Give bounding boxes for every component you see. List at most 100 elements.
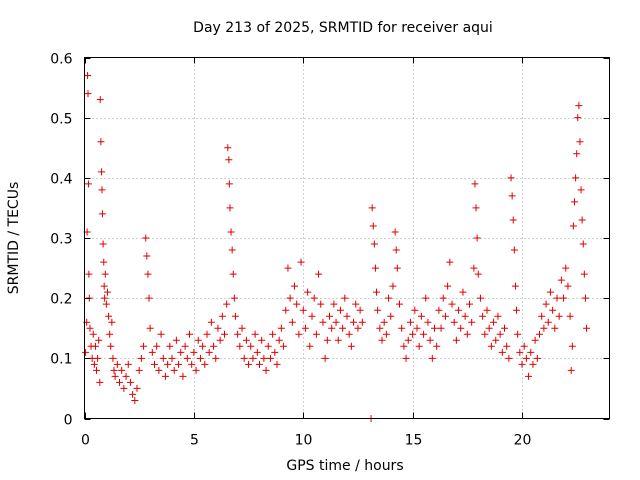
data-point	[224, 144, 232, 152]
data-point	[266, 354, 274, 362]
data-point	[426, 336, 434, 344]
data-point	[212, 354, 220, 362]
data-point	[293, 300, 301, 308]
data-point	[210, 342, 218, 350]
data-point	[398, 324, 406, 332]
data-point	[145, 294, 153, 302]
data-point	[568, 342, 576, 350]
data-point	[262, 366, 270, 374]
data-point	[575, 102, 583, 110]
data-point	[207, 318, 215, 326]
data-point	[540, 324, 548, 332]
x-tick-label: 5	[190, 433, 199, 449]
data-point	[374, 306, 382, 314]
data-point	[431, 324, 438, 332]
data-point	[251, 330, 259, 338]
data-point	[269, 330, 277, 338]
data-point	[286, 294, 294, 302]
data-point	[196, 354, 204, 362]
data-point	[107, 342, 115, 350]
data-point	[100, 258, 108, 266]
data-point	[525, 372, 533, 380]
data-point	[369, 222, 377, 230]
data-point	[520, 342, 528, 350]
data-point	[396, 300, 403, 308]
data-point	[95, 336, 103, 344]
data-point	[371, 264, 379, 272]
data-point	[84, 180, 92, 188]
data-point	[334, 336, 342, 344]
data-point	[494, 312, 502, 320]
x-tick-label: 0	[81, 433, 90, 449]
data-point	[143, 252, 151, 260]
data-point	[284, 264, 292, 272]
data-point	[144, 270, 152, 278]
data-point	[531, 336, 539, 344]
data-point	[295, 330, 303, 338]
data-point	[234, 330, 242, 338]
data-point	[84, 90, 92, 98]
data-point	[498, 348, 506, 356]
data-point	[424, 318, 432, 326]
data-point	[124, 360, 132, 368]
data-point	[146, 324, 154, 332]
data-point	[514, 330, 522, 338]
data-point	[402, 354, 410, 362]
data-point	[542, 300, 550, 308]
data-point	[413, 324, 421, 332]
data-point	[400, 342, 408, 350]
data-point	[376, 324, 384, 332]
data-point	[111, 372, 119, 380]
data-point	[382, 330, 390, 338]
data-point	[433, 342, 441, 350]
data-point	[120, 384, 128, 392]
data-point	[258, 336, 266, 344]
data-point	[332, 318, 340, 326]
data-point	[304, 288, 312, 296]
data-point	[203, 330, 211, 338]
data-point	[140, 342, 148, 350]
data-point	[328, 324, 336, 332]
data-point	[490, 318, 498, 326]
data-point	[282, 306, 290, 314]
data-point	[260, 354, 268, 362]
data-point	[277, 324, 285, 332]
data-point	[108, 318, 116, 326]
data-point	[336, 306, 344, 314]
data-point	[306, 342, 314, 350]
data-point	[583, 324, 591, 332]
data-point	[264, 342, 272, 350]
data-point	[471, 180, 479, 188]
data-point	[190, 348, 198, 356]
data-point	[422, 294, 430, 302]
data-point	[391, 228, 399, 236]
data-point	[492, 336, 500, 344]
data-point	[503, 342, 511, 350]
data-point	[96, 96, 104, 104]
data-point	[142, 234, 150, 242]
data-point	[474, 270, 482, 278]
data-point	[476, 294, 484, 302]
data-point	[291, 282, 298, 290]
data-point	[572, 174, 580, 182]
data-point	[483, 306, 491, 314]
data-point	[91, 342, 99, 350]
data-point	[227, 228, 235, 236]
data-point	[96, 378, 104, 386]
y-axis-label: SRMTID / TECUs	[6, 182, 22, 295]
data-point	[459, 288, 467, 296]
data-point	[567, 366, 575, 374]
data-point	[487, 342, 495, 350]
data-point	[129, 390, 137, 398]
data-point	[110, 366, 118, 374]
data-point	[511, 282, 519, 290]
data-point	[560, 294, 568, 302]
data-point	[137, 354, 145, 362]
data-point	[420, 330, 428, 338]
x-tick-label: 15	[405, 433, 423, 449]
data-point	[553, 294, 561, 302]
data-point	[194, 336, 202, 344]
data-point	[90, 360, 98, 368]
data-point	[339, 324, 347, 332]
